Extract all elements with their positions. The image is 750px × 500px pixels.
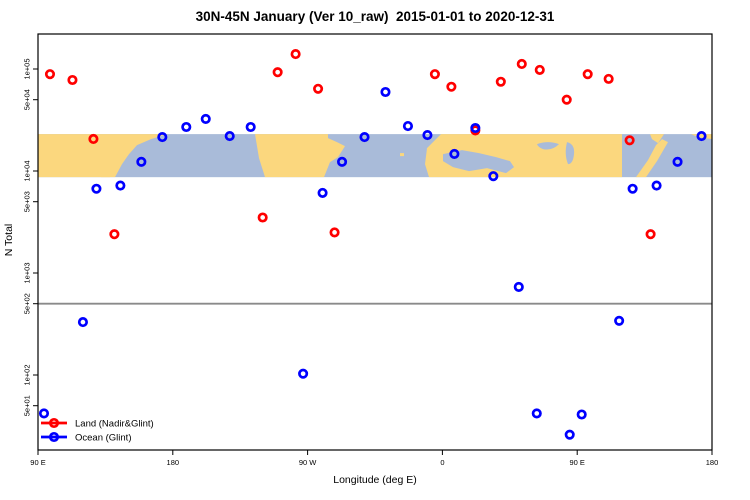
ocean-point [564, 429, 575, 440]
ocean-point [224, 131, 235, 142]
ocean-point [91, 183, 102, 194]
ocean-point [380, 86, 391, 98]
y-axis-title: N Total [3, 223, 15, 257]
land-point [88, 133, 99, 145]
y-tick-label: 1e+03 [23, 262, 32, 283]
land-point [603, 73, 614, 84]
x-tick-label: 90 E [30, 458, 45, 467]
land-point [329, 227, 340, 238]
ocean-point [298, 368, 309, 379]
ocean-point [422, 130, 433, 141]
ocean-point [200, 113, 211, 124]
land-point [534, 64, 545, 75]
ocean-point [38, 408, 50, 419]
map-band-land [38, 134, 712, 178]
land-shape [255, 134, 345, 178]
plot-frame [37, 33, 713, 451]
land-point [109, 229, 120, 240]
land-point [313, 83, 324, 94]
ocean-point [470, 122, 481, 134]
y-tick-label: 1e+05 [23, 58, 32, 79]
ocean-point [136, 156, 147, 167]
land-point [645, 229, 656, 240]
ocean-point [115, 180, 126, 191]
ocean-point [696, 131, 707, 142]
ocean-point [359, 132, 370, 143]
x-tick-label: 180 [706, 458, 719, 467]
land-point [290, 49, 301, 60]
ocean-point [627, 183, 638, 194]
legend: Land (Nadir&Glint) Ocean (Glint) [41, 417, 154, 444]
legend-marker-point [48, 431, 60, 443]
land-shape [636, 139, 668, 178]
land-shape [691, 134, 712, 140]
land-point [67, 74, 78, 86]
inland-sea-shape [565, 142, 575, 165]
ocean-point [181, 121, 192, 133]
ocean-point [576, 409, 587, 420]
ocean-point [449, 148, 460, 159]
land-point [429, 69, 440, 80]
x-tick-label: 0 [440, 458, 444, 467]
legend-label: Ocean (Glint) [75, 433, 132, 444]
ocean-series [38, 86, 707, 440]
y-tick-label: 1e+04 [23, 160, 32, 181]
y-tick-label: 5e+01 [23, 395, 32, 416]
ocean-point [245, 121, 256, 133]
land-point [582, 69, 593, 80]
ocean-point [672, 156, 683, 167]
ocean-point [614, 315, 625, 326]
x-tick-label: 180 [167, 458, 180, 467]
land-point [561, 94, 572, 105]
x-tick-label: 90 E [569, 458, 584, 467]
legend-label: Land (Nadir&Glint) [75, 419, 154, 430]
land-point [446, 81, 457, 92]
ocean-point [317, 187, 328, 198]
land-point [272, 67, 283, 78]
land-series [44, 49, 656, 240]
ocean-point [513, 281, 524, 292]
land-point [257, 212, 268, 223]
y-tick-label: 5e+04 [23, 89, 32, 110]
ocean-point [157, 132, 168, 143]
land-shape [38, 134, 167, 178]
land-shape [650, 134, 664, 144]
ocean-point [402, 120, 414, 132]
ocean-point [488, 171, 499, 182]
land-point [44, 69, 56, 80]
y-tick-label: 1e+02 [23, 364, 32, 385]
y-tick-label: 5e+02 [23, 293, 32, 314]
ocean-point [336, 156, 348, 167]
land-shape [400, 153, 404, 157]
land-shape [101, 142, 132, 178]
x-axis-title: Longitude (deg E) [333, 474, 417, 486]
inland-sea-shape [443, 150, 514, 174]
y-tick-label: 5e+03 [23, 191, 32, 212]
chart-title: 30N-45N January (Ver 10_raw) 2015-01-01 … [195, 9, 555, 24]
legend-marker-point [48, 417, 60, 429]
inland-sea-shape [537, 142, 559, 150]
ocean-point [77, 317, 88, 328]
land-point [624, 135, 635, 146]
x-tick-label: 90 W [299, 458, 317, 467]
land-point [495, 76, 506, 87]
ocean-point [651, 180, 662, 191]
land-point [516, 58, 527, 70]
ocean-point [531, 408, 542, 419]
